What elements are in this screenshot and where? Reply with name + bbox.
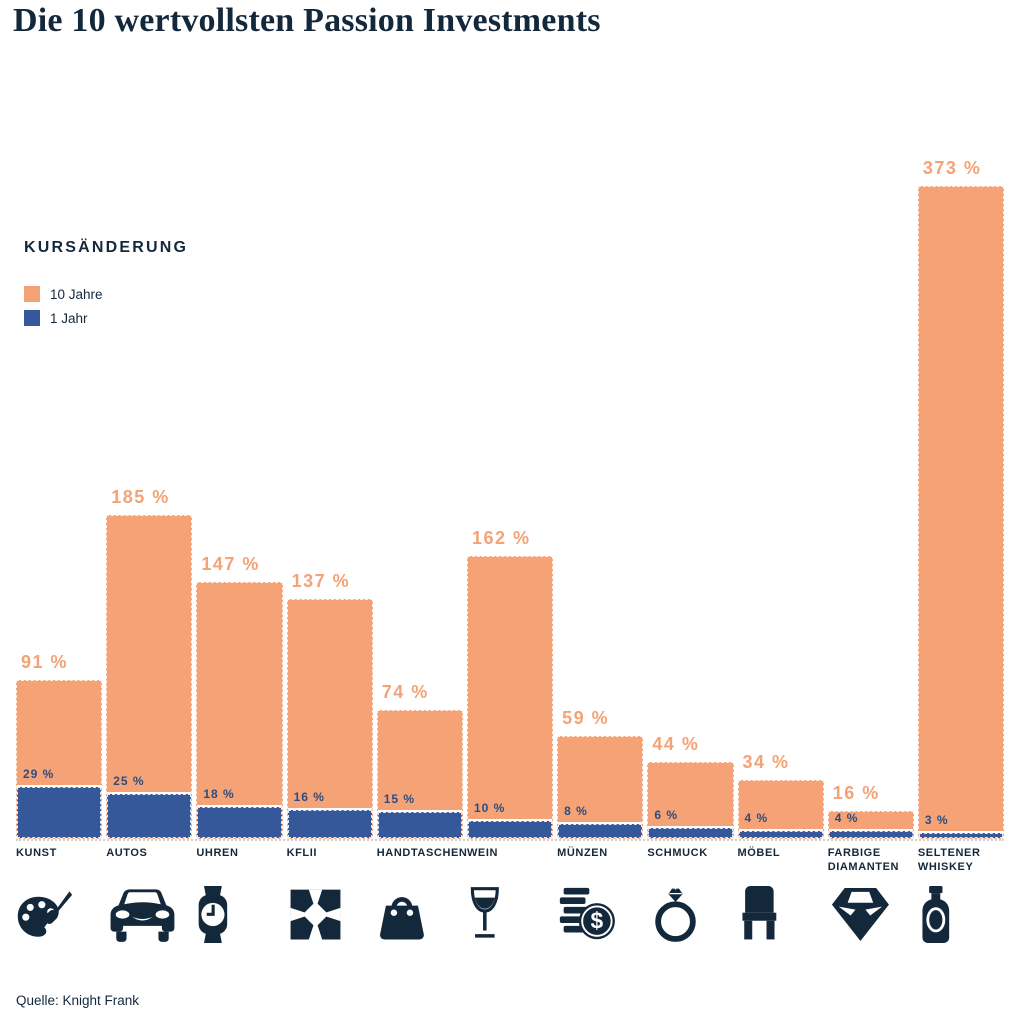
bar-column: 373 % 3 % (917, 158, 1005, 839)
bar-10y: 4 % (737, 779, 824, 839)
legend-heading: KURSÄNDERUNG (24, 239, 189, 256)
legend-swatch-10y (24, 286, 40, 302)
bar-column: 147 % 18 % (196, 553, 283, 839)
bar-column: 16 % 4 % (827, 783, 914, 839)
category-label: UHREN (196, 847, 239, 859)
palette-icon (16, 886, 102, 943)
bar-1y (558, 824, 643, 838)
bar-group: 91 % 29 % 185 % 25 % 147 % 18 % 137 % 16 % 74 % 1… (16, 158, 1005, 841)
legend: KURSÄNDERUNG 10 Jahre 1 Jahr (24, 239, 188, 326)
bar-label-1y: 15 % (383, 791, 416, 806)
bar-label-10y: 162 % (471, 527, 531, 548)
bar-column: 34 % 4 % (737, 751, 824, 839)
bar-label-1y: 16 % (293, 790, 325, 804)
legend-item-label: 10 Jahre (50, 286, 103, 302)
legend-item: 1 Jahr (24, 310, 188, 326)
bar-chart: 91 % 29 % 185 % 25 % 147 % 18 % 137 % 16 % 74 % 1… (16, 158, 1005, 943)
bar-10y: 29 % (16, 679, 103, 839)
legend-items: 10 Jahre 1 Jahr (24, 286, 188, 326)
whiskey-bottle-icon (918, 885, 1004, 943)
bar-1y (828, 831, 913, 838)
category-label: HANDTASCHEN (376, 847, 468, 859)
bar-10y: 3 % (917, 186, 1005, 839)
legend-item: 10 Jahre (24, 286, 188, 302)
legend-item-label: 1 Jahr (50, 310, 88, 326)
kflii-icon (287, 886, 373, 943)
bar-1y (738, 831, 823, 838)
category-label: KUNST (16, 847, 57, 859)
bar-label-10y: 147 % (201, 553, 260, 574)
bar-label-10y: 91 % (21, 651, 69, 672)
bar-column: 91 % 29 % (16, 651, 103, 839)
bar-label-1y: 4 % (834, 811, 859, 825)
category-label: MÜNZEN (557, 847, 608, 859)
bar-10y: 8 % (557, 735, 644, 839)
bar-label-10y: 34 % (742, 751, 790, 772)
bar-label-10y: 16 % (832, 783, 880, 803)
bar-10y: 4 % (827, 811, 914, 839)
bar-label-1y: 3 % (924, 812, 949, 827)
ring-icon (647, 886, 733, 943)
bar-10y: 6 % (647, 762, 734, 839)
bar-label-10y: 74 % (381, 681, 429, 702)
bar-column: 74 % 15 % (376, 681, 463, 839)
bar-10y: 25 % (106, 515, 193, 839)
wine-glass-icon (467, 886, 553, 943)
chart-title: Die 10 wertvollsten Passion Investments (13, 2, 601, 39)
svg-text:$: $ (591, 907, 604, 933)
category-axis: KUNST AUTOS UHREN KFLII HANDTASCHEN WEIN MÜNZE… (16, 847, 1004, 875)
bar-1y (107, 794, 192, 838)
bar-label-1y: 4 % (744, 811, 769, 825)
bar-1y (467, 820, 553, 838)
category-label: FARBIGE DIAMANTEN (827, 847, 900, 873)
diamond-icon (828, 886, 914, 943)
chair-icon (738, 885, 824, 943)
bar-column: 137 % 16 % (286, 571, 373, 839)
bar-label-10y: 373 % (922, 158, 982, 179)
bar-label-1y: 18 % (203, 786, 235, 801)
bar-label-10y: 137 % (291, 571, 351, 592)
watch-icon (196, 885, 282, 943)
legend-swatch-1y (24, 310, 40, 326)
bar-1y (197, 806, 282, 838)
bar-10y: 18 % (196, 581, 283, 839)
bar-1y (377, 811, 462, 838)
bar-column: 44 % 6 % (647, 734, 734, 839)
bar-label-1y: 29 % (23, 767, 55, 782)
bar-label-1y: 10 % (473, 800, 506, 815)
bar-label-10y: 44 % (652, 734, 700, 754)
bar-label-1y: 25 % (113, 774, 145, 789)
bar-10y: 16 % (286, 599, 373, 839)
bar-column: 162 % 10 % (466, 527, 554, 839)
bar-10y: 10 % (466, 555, 554, 839)
category-label: SCHMUCK (647, 847, 708, 859)
bar-label-10y: 59 % (562, 707, 610, 728)
bar-column: 59 % 8 % (557, 707, 644, 839)
car-icon (106, 886, 192, 943)
handbag-icon (377, 886, 463, 943)
category-label: AUTOS (106, 847, 148, 859)
bar-1y (648, 827, 733, 838)
source-note: Quelle: Knight Frank (16, 993, 140, 1008)
bar-1y (17, 787, 102, 838)
bar-column: 185 % 25 % (106, 487, 193, 839)
bar-10y: 15 % (376, 709, 463, 839)
bar-label-1y: 6 % (654, 807, 678, 822)
bar-label-1y: 8 % (564, 804, 588, 818)
bar-label-10y: 185 % (111, 487, 170, 508)
bar-1y (287, 810, 372, 838)
category-label: KFLII (286, 847, 318, 859)
bar-1y (918, 832, 1004, 838)
category-icons: $ (16, 885, 1004, 943)
coins-icon: $ (557, 886, 643, 943)
category-label: WEIN (466, 847, 499, 859)
category-label: MÖBEL (737, 847, 781, 859)
category-label: SELTENER WHISKEY (917, 847, 981, 873)
